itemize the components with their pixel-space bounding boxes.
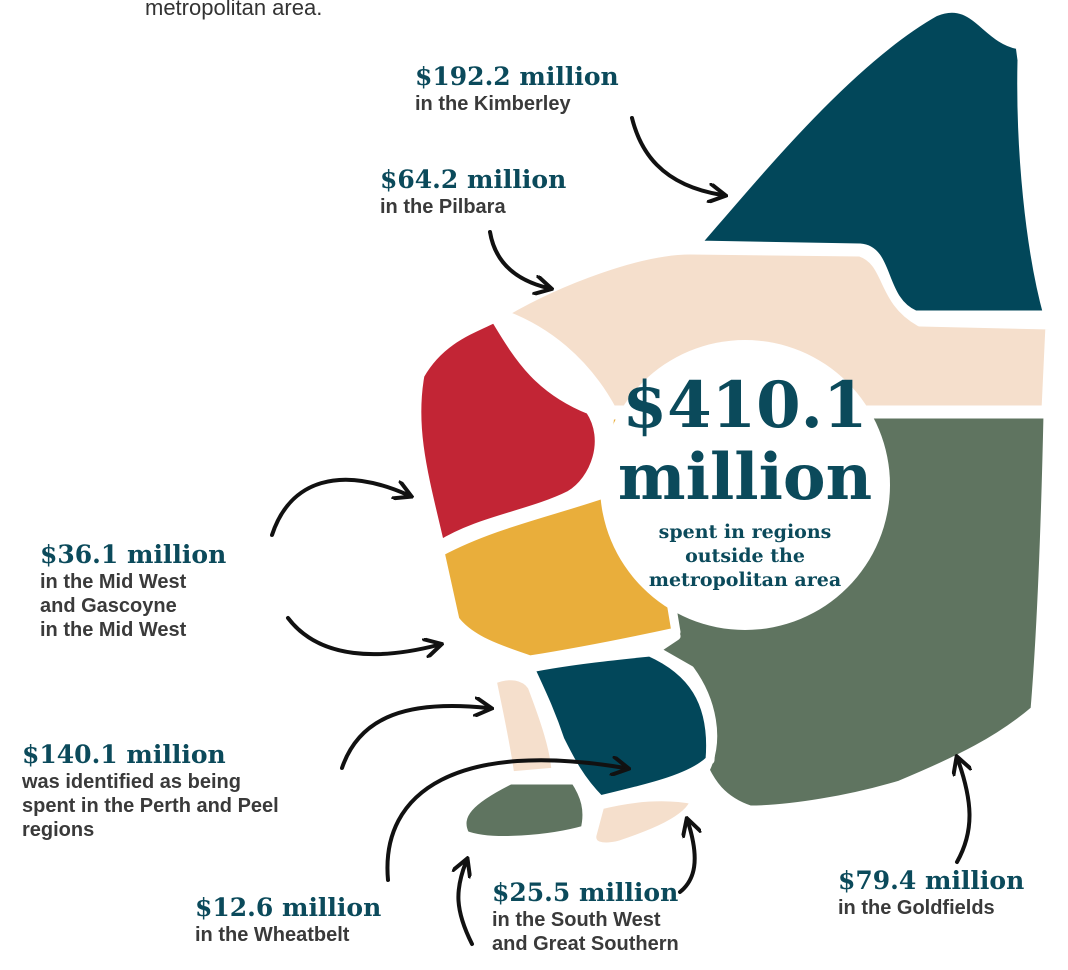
region-mid-west	[412, 313, 604, 550]
region-description: in the Kimberley	[415, 93, 571, 115]
arrow	[270, 477, 408, 537]
center-circle	[600, 340, 890, 630]
total-unit: million	[617, 440, 873, 515]
arrow	[630, 116, 722, 195]
arrow	[488, 230, 548, 288]
region-description: spent in the Perth and Peel	[22, 795, 279, 817]
arrow	[957, 760, 970, 864]
region-amount: $79.4 million	[838, 866, 1025, 895]
region-description: in the Mid West	[40, 571, 187, 593]
region-description: and Great Southern	[492, 933, 679, 955]
region-south-west	[587, 792, 700, 852]
arrow	[340, 706, 488, 770]
total-caption: spent in regions outside the metropolitan …	[600, 520, 890, 592]
region-amount: $12.6 million	[195, 893, 382, 922]
region-label: $64.2 million in the Pilbara	[380, 165, 566, 219]
caption-line: spent in regions	[658, 521, 832, 543]
region-label: $36.1 million in the Mid West and Gascoyne…	[40, 540, 226, 642]
region-description: in the Wheatbelt	[195, 924, 350, 946]
arrow	[385, 760, 625, 882]
region-amount: $140.1 million	[22, 740, 226, 769]
region-label: $79.4 million in the Goldfields	[838, 866, 1024, 920]
region-description: in the Pilbara	[380, 196, 506, 218]
region-label: $12.6 million in the Wheatbelt	[195, 893, 381, 947]
region-description: and Gascoyne	[40, 595, 177, 617]
region-label: $192.2 million in the Kimberley	[415, 62, 619, 116]
region-amount: $36.1 million	[40, 540, 227, 569]
region-peel	[457, 775, 592, 845]
region-label: $25.5 million in the South West and Great …	[492, 878, 679, 956]
region-label: $140.1 million was identified as being spe…	[22, 740, 279, 842]
region-description: in the Goldfields	[838, 897, 995, 919]
caption-line: metropolitan area	[648, 569, 842, 591]
total: $410.1 million spent in regions outside t…	[600, 370, 890, 592]
region-amount: $192.2 million	[415, 62, 619, 91]
arrow	[678, 822, 695, 894]
region-description: regions	[22, 819, 95, 841]
region-description: was identified as being	[22, 771, 241, 793]
region-description: in the Mid West	[40, 619, 187, 641]
region-perth	[487, 671, 561, 781]
intro-text: metropolitan area.	[145, 0, 323, 20]
total-amount: $410.1	[622, 368, 868, 443]
region-amount: $25.5 million	[492, 878, 679, 907]
caption-line: outside the	[685, 545, 805, 567]
region-pilbara	[500, 245, 1055, 415]
region-description: in the South West	[492, 909, 661, 931]
arrow	[458, 862, 474, 946]
region-amount: $64.2 million	[380, 165, 567, 194]
arrow	[286, 616, 438, 654]
